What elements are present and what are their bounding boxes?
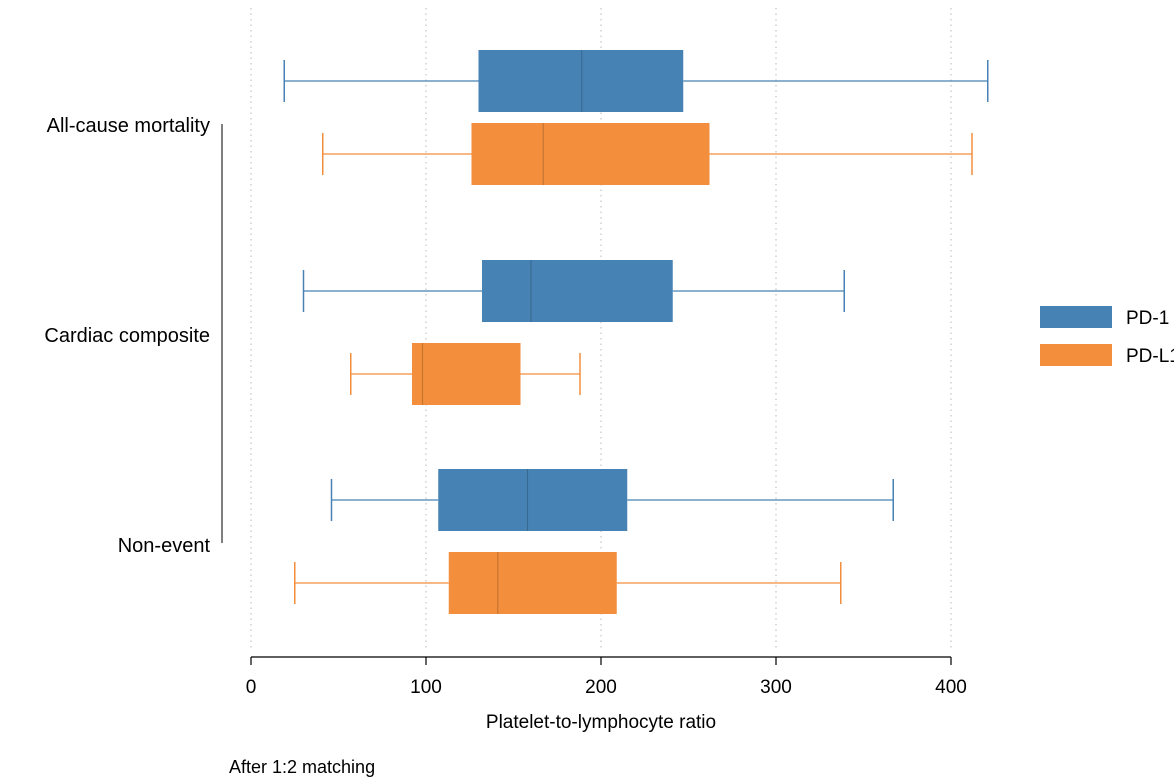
legend-swatch bbox=[1040, 344, 1112, 366]
iqr-box bbox=[471, 123, 710, 185]
box-pd-l1 bbox=[322, 123, 973, 185]
legend-label: PD-1 bbox=[1126, 308, 1169, 329]
category-label: All-cause mortality bbox=[47, 115, 210, 137]
box-series bbox=[283, 50, 989, 614]
x-tick-label: 300 bbox=[760, 677, 792, 698]
category-labels: All-cause mortality Cardiac composite Non-… bbox=[44, 115, 210, 557]
box-pd-1 bbox=[330, 469, 894, 531]
iqr-box bbox=[482, 260, 673, 322]
x-axis-ticks: 0 100 200 300 400 bbox=[246, 657, 967, 698]
x-tick-label: 100 bbox=[410, 677, 442, 698]
iqr-box bbox=[438, 469, 628, 531]
iqr-box bbox=[412, 343, 521, 405]
x-axis-title: Platelet-to-lymphocyte ratio bbox=[486, 712, 716, 733]
chart-note: After 1:2 matching bbox=[229, 757, 375, 777]
iqr-box bbox=[478, 50, 684, 112]
box-pd-l1 bbox=[350, 343, 581, 405]
legend: PD-1 PD-L1 bbox=[1040, 306, 1174, 367]
box-pd-1 bbox=[283, 50, 989, 112]
legend-swatch bbox=[1040, 306, 1112, 328]
iqr-box bbox=[448, 552, 617, 614]
x-tick-label: 400 bbox=[935, 677, 967, 698]
x-tick-label: 200 bbox=[585, 677, 617, 698]
category-label: Cardiac composite bbox=[44, 325, 210, 347]
box-pd-1 bbox=[302, 260, 845, 322]
box-pd-l1 bbox=[294, 552, 842, 614]
x-tick-label: 0 bbox=[246, 677, 257, 698]
category-label: Non-event bbox=[118, 535, 211, 557]
legend-label: PD-L1 bbox=[1126, 346, 1174, 367]
